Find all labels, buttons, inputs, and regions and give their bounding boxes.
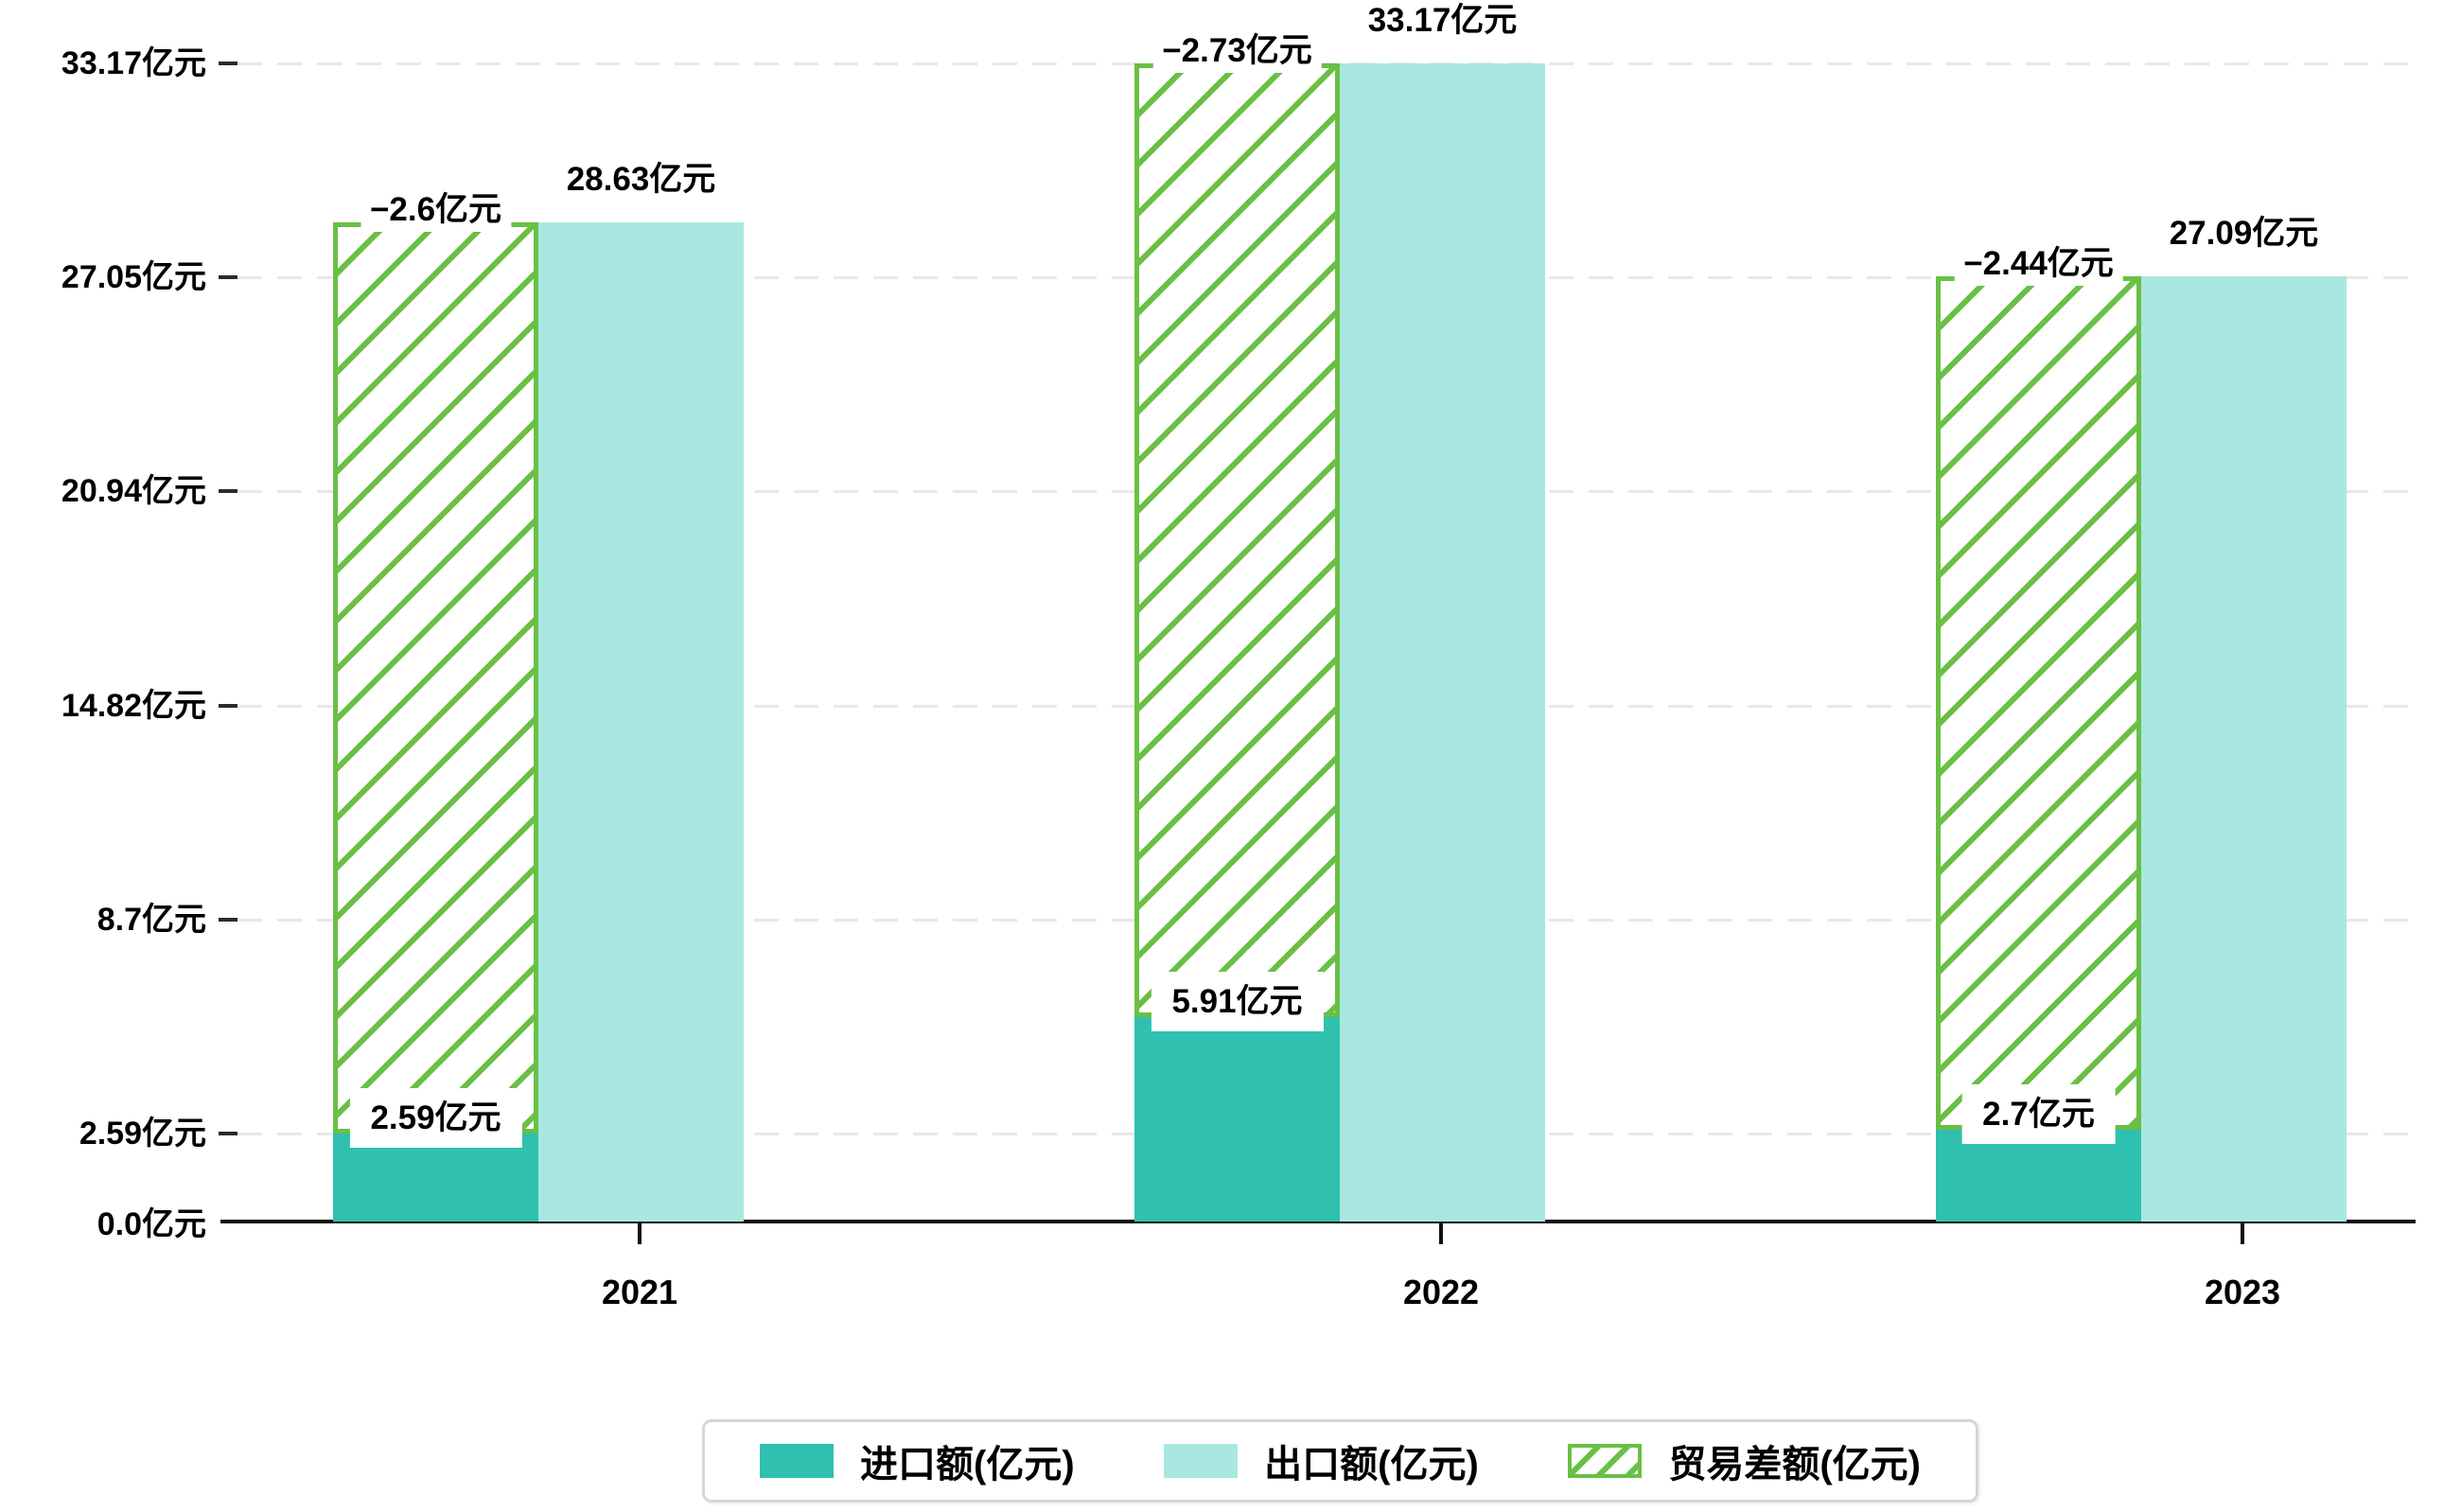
export-bar bbox=[2141, 275, 2347, 1222]
legend-label-export: 出口额(亿元) bbox=[1264, 1444, 1479, 1486]
import-value-label: 5.91亿元 bbox=[1151, 972, 1324, 1032]
x-axis-tick-label: 2023 bbox=[2204, 1273, 2281, 1311]
x-axis-tick-label: 2022 bbox=[1402, 1273, 1480, 1311]
export-bar bbox=[538, 221, 744, 1222]
import-swatch-icon bbox=[760, 1444, 834, 1478]
y-axis-tick-mark bbox=[219, 703, 237, 708]
y-axis-tick-mark bbox=[219, 1132, 237, 1136]
legend-item-import: 进口额(亿元) bbox=[760, 1433, 1075, 1488]
trade-balance-bar bbox=[1134, 63, 1340, 1018]
x-axis-line bbox=[220, 1220, 2416, 1223]
y-axis-tick-mark bbox=[219, 62, 237, 66]
y-axis-tick-mark bbox=[219, 275, 237, 280]
import-bar bbox=[333, 1134, 538, 1222]
trade-balance-bar bbox=[333, 221, 538, 1134]
legend-item-export: 出口额(亿元) bbox=[1164, 1433, 1479, 1488]
x-axis-tick-mark bbox=[2241, 1223, 2244, 1244]
trade-balance-value-label: −2.73亿元 bbox=[1152, 28, 1322, 74]
x-axis-tick-label: 2021 bbox=[601, 1273, 678, 1311]
legend-label-balance: 贸易差额(亿元) bbox=[1668, 1444, 1921, 1486]
trade-balance-value-label: −2.6亿元 bbox=[360, 186, 512, 232]
x-axis-tick-mark bbox=[1439, 1223, 1443, 1244]
trade-balance-bar bbox=[1936, 275, 2141, 1131]
import-bar bbox=[1936, 1130, 2141, 1222]
trade-balance-value-label: −2.44亿元 bbox=[1954, 240, 2123, 286]
y-axis-tick-label: 33.17亿元 bbox=[61, 45, 206, 82]
y-axis-tick-mark bbox=[219, 918, 237, 923]
import-bar bbox=[1134, 1017, 1340, 1222]
trade-balance-hatch-swatch-icon bbox=[1568, 1444, 1643, 1478]
import-value-label: 2.59亿元 bbox=[349, 1088, 522, 1149]
y-axis-tick-mark bbox=[219, 489, 237, 494]
export-bar bbox=[1340, 63, 1545, 1222]
legend-label-import: 进口额(亿元) bbox=[860, 1444, 1075, 1486]
export-value-label: 33.17亿元 bbox=[1358, 0, 1527, 44]
export-swatch-icon bbox=[1164, 1444, 1239, 1478]
legend-item-balance: 贸易差额(亿元) bbox=[1568, 1433, 1921, 1488]
export-value-label: 28.63亿元 bbox=[556, 156, 726, 202]
x-axis-tick-mark bbox=[638, 1223, 642, 1244]
y-axis-tick-label: 20.94亿元 bbox=[61, 473, 206, 510]
legend: 进口额(亿元) 出口额(亿元) 贸易差额(亿元) bbox=[702, 1419, 1978, 1503]
import-value-label: 2.7亿元 bbox=[1961, 1084, 2116, 1145]
y-axis-tick-label: 0.0亿元 bbox=[97, 1206, 206, 1242]
y-axis-tick-label: 27.05亿元 bbox=[61, 259, 206, 296]
y-axis-tick-label: 14.82亿元 bbox=[61, 687, 206, 724]
y-axis-tick-label: 2.59亿元 bbox=[79, 1116, 206, 1152]
export-value-label: 27.09亿元 bbox=[2159, 210, 2329, 255]
y-axis-tick-label: 8.7亿元 bbox=[97, 902, 206, 939]
